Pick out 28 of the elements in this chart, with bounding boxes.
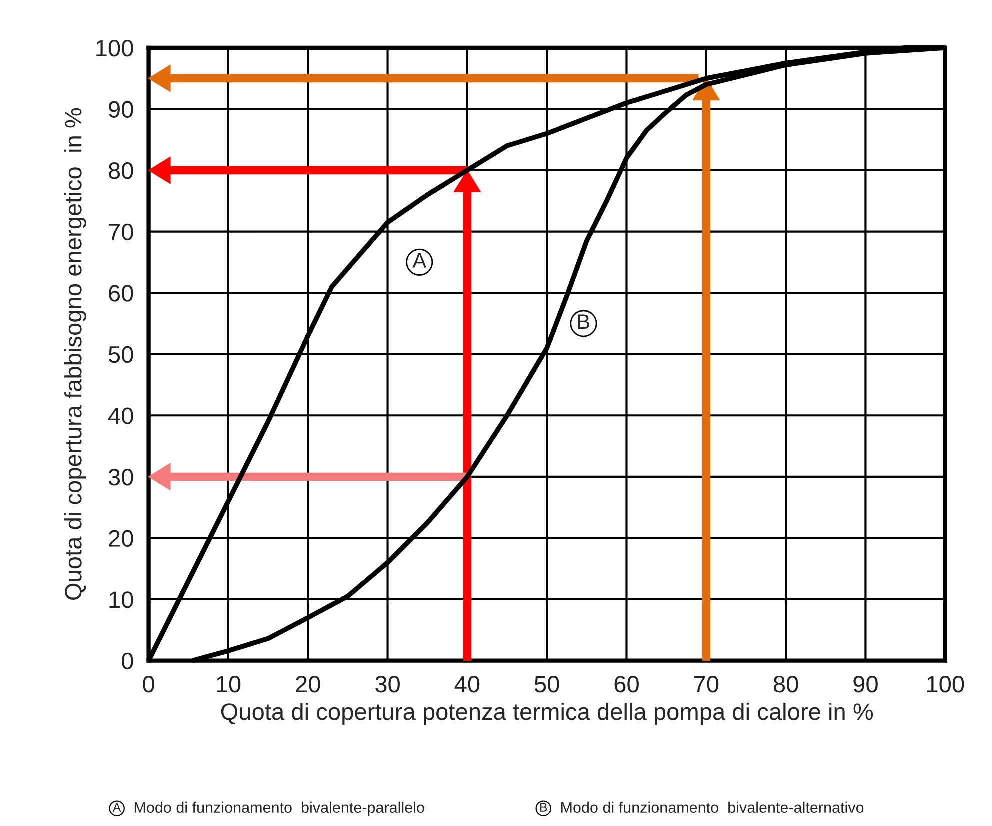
x-tick-label: 80 xyxy=(774,676,798,693)
y-tick-label: 50 xyxy=(108,346,134,364)
x-tick-label: 100 xyxy=(927,676,964,693)
y-axis-title: Quota di copertura fabbisogno energetico in % xyxy=(64,108,86,600)
x-tick-label: 30 xyxy=(376,676,400,693)
x-tick-label: 90 xyxy=(854,676,878,693)
y-tick-label: 70 xyxy=(109,224,134,241)
x-tick-label: 50 xyxy=(534,676,560,693)
x-tick-label: 10 xyxy=(217,676,241,693)
x-axis-title: Quota di copertura potenza termica della pompa di calore in % xyxy=(221,702,874,725)
text: B Modo di funzionamento bivalente-alternativo xyxy=(540,802,864,814)
x-tick-label: 60 xyxy=(614,676,639,693)
annotation: B xyxy=(578,314,590,330)
text: A Modo di funzionamento bivalente-parallelo xyxy=(112,802,424,816)
y-tick-label: 100 xyxy=(96,40,134,57)
x-tick-label: 40 xyxy=(454,676,480,693)
y-tick-label: 0 xyxy=(122,652,134,670)
y-tick-label: 10 xyxy=(110,592,134,608)
annotation: A xyxy=(412,253,427,268)
y-tick-label: 40 xyxy=(108,408,134,424)
y-tick-label: 80 xyxy=(108,162,134,180)
x-tick-label: 70 xyxy=(694,676,719,693)
x-tick-label: 0 xyxy=(143,676,154,693)
x-tick-label: 20 xyxy=(296,676,320,693)
y-tick-label: 60 xyxy=(109,285,134,302)
y-tick-label: 90 xyxy=(109,101,134,118)
y-tick-label: 30 xyxy=(108,469,134,486)
y-tick-label: 20 xyxy=(109,530,134,548)
